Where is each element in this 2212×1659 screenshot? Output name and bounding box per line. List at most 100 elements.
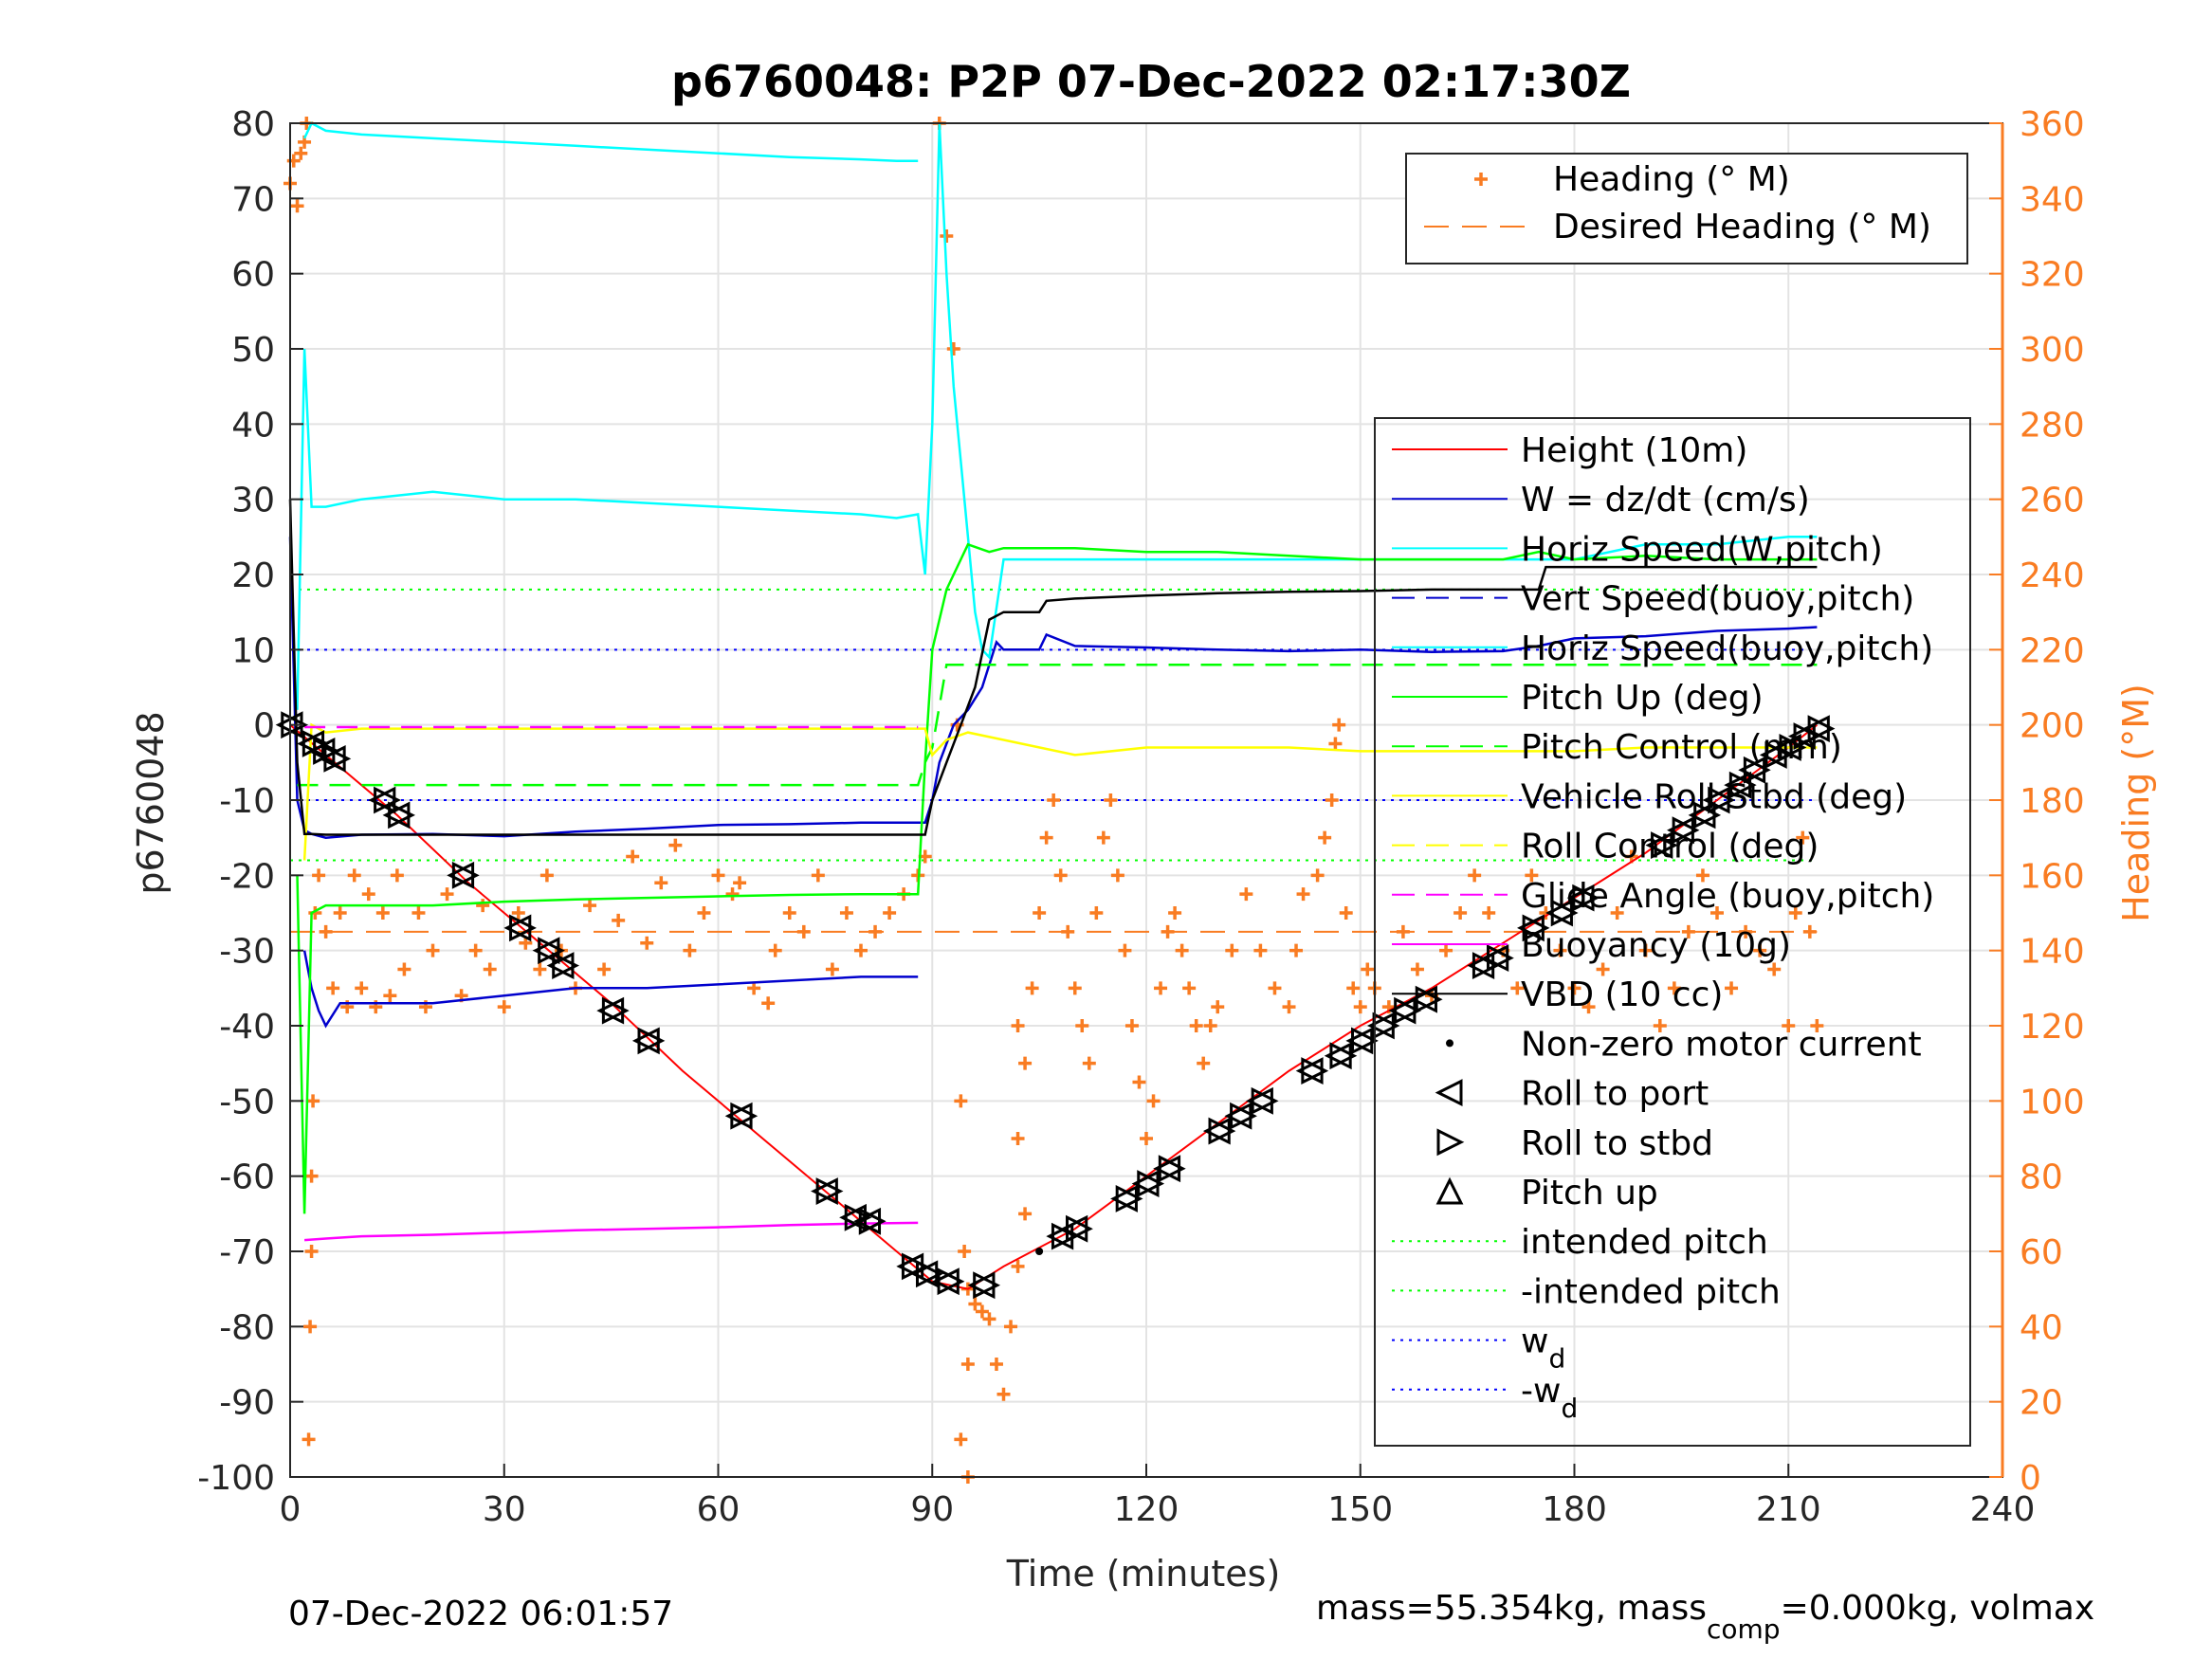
- series-layer: [288, 121, 1819, 1290]
- roll-stbd-marker: [1472, 952, 1500, 979]
- roll-port-marker: [1345, 1027, 1374, 1055]
- roll-stbd-marker: [844, 1203, 872, 1231]
- roll-port-marker: [1738, 756, 1766, 784]
- roll-stbd-marker: [374, 786, 401, 814]
- heading-marker: [626, 849, 640, 864]
- heading-marker: [697, 906, 711, 920]
- y-tick-label: 40: [231, 406, 275, 445]
- heading-marker: [1802, 924, 1817, 939]
- heading-marker: [1268, 981, 1282, 995]
- heading-marker: [1033, 906, 1047, 920]
- roll-port-marker: [368, 786, 396, 814]
- footer-mass-post: =0.000kg, volmax: [1781, 1589, 2095, 1628]
- heading-marker: [375, 906, 390, 920]
- heading-marker: [511, 906, 525, 920]
- legend-sample: [1436, 1128, 1465, 1157]
- x-tick-label: 0: [280, 1490, 302, 1529]
- y2-axis-label: Heading (°M): [2115, 684, 2157, 922]
- heading-marker: [355, 981, 369, 995]
- roll-stbd-marker: [858, 1207, 887, 1235]
- heading-marker: [312, 868, 326, 883]
- heading-marker: [1328, 737, 1343, 751]
- roll-port-marker: [1667, 816, 1694, 845]
- heading-marker: [1318, 830, 1332, 845]
- y-tick-label: -30: [219, 933, 275, 972]
- y2-tick-label: 280: [2020, 406, 2085, 445]
- roll-port-marker: [1688, 801, 1716, 830]
- heading-marker: [996, 1387, 1011, 1401]
- heading-marker: [1695, 868, 1709, 883]
- heading-marker: [1146, 1094, 1161, 1108]
- heading-marker: [1124, 1019, 1139, 1032]
- heading-marker: [612, 913, 626, 927]
- heading-marker: [1011, 1019, 1025, 1032]
- x-tick-label: 90: [910, 1490, 954, 1529]
- heading-marker: [497, 1000, 511, 1014]
- motor-current-marker: [1035, 1248, 1044, 1255]
- heading-legend: Heading (° M) Desired Heading (° M): [1405, 153, 1968, 264]
- y-tick-label: 0: [253, 707, 275, 746]
- heading-marker: [954, 1432, 968, 1447]
- roll-stbd-marker: [1051, 1222, 1079, 1250]
- heading-marker: [1075, 1019, 1089, 1032]
- roll-port-marker: [724, 1102, 753, 1130]
- roll-stbd-marker: [1708, 786, 1736, 814]
- heading-marker: [768, 943, 782, 957]
- roll-port-marker: [1566, 884, 1595, 912]
- heading-marker: [1289, 943, 1304, 957]
- roll-stbd-marker: [601, 996, 630, 1025]
- y2-tick-label: 340: [2020, 180, 2085, 219]
- roll-port-marker: [447, 861, 475, 889]
- roll-stbd-marker: [1394, 996, 1422, 1025]
- roll-port-marker: [1366, 1012, 1395, 1040]
- roll-port-marker: [1110, 1185, 1138, 1212]
- x-tick-label: 60: [697, 1490, 740, 1529]
- roll-stbd-marker: [1779, 734, 1807, 761]
- roll-stbd-marker: [1486, 944, 1514, 973]
- heading-marker: [725, 887, 740, 902]
- x-tick-label: 210: [1756, 1490, 1821, 1529]
- heading-marker: [426, 943, 440, 957]
- y-tick-label: -40: [219, 1008, 275, 1047]
- heading-marker: [1203, 1019, 1217, 1032]
- x-tick-label: 240: [1970, 1490, 2036, 1529]
- heading-marker: [1525, 868, 1539, 883]
- roll-stbd-marker: [1651, 831, 1678, 860]
- heading-layer: [283, 117, 1824, 1484]
- heading-marker: [583, 899, 597, 913]
- main-legend-label: Non-zero motor current: [1521, 1025, 1922, 1064]
- x-axis: 0 30 60 90 120 150 180 210 240: [280, 1464, 2036, 1529]
- roll-stbd-marker: [1793, 722, 1821, 750]
- roll-port-marker: [1516, 914, 1545, 942]
- footer-timestamp: 07-Dec-2022 06:01:57: [288, 1595, 673, 1633]
- heading-marker: [1118, 943, 1132, 957]
- y2-tick-label: 180: [2020, 782, 2085, 821]
- heading-marker: [304, 1245, 319, 1258]
- legend-subscript: d: [1548, 1343, 1565, 1375]
- y2-tick-label: 360: [2020, 105, 2085, 144]
- heading-marker: [1082, 1056, 1096, 1070]
- heading-marker: [683, 943, 697, 957]
- y-tick-label: 50: [231, 331, 275, 370]
- heading-marker: [711, 868, 725, 883]
- heading-marker: [319, 924, 333, 939]
- heading-marker: [839, 906, 853, 920]
- heading-marker: [1104, 793, 1118, 807]
- roll-port-marker: [1324, 1042, 1352, 1070]
- main-legend-label: Pitch up: [1521, 1174, 1658, 1212]
- roll-stbd-marker: [538, 937, 566, 965]
- main-legend-label: W = dz/dt (cm/s): [1521, 481, 1810, 520]
- roll-stbd-marker: [637, 1027, 666, 1055]
- heading-marker: [1482, 906, 1496, 920]
- heading-marker: [294, 146, 308, 160]
- heading-marker: [958, 1245, 972, 1258]
- roll-port-marker: [1246, 1086, 1273, 1115]
- roll-stbd-marker: [323, 744, 352, 773]
- roll-port-marker: [1224, 1102, 1252, 1130]
- roll-port-marker: [1131, 1170, 1160, 1198]
- series-line: [288, 499, 1818, 836]
- roll-port-marker: [532, 937, 560, 965]
- heading-marker: [383, 989, 397, 1003]
- heading-marker: [1681, 924, 1695, 939]
- y-tick-label: 80: [231, 105, 275, 144]
